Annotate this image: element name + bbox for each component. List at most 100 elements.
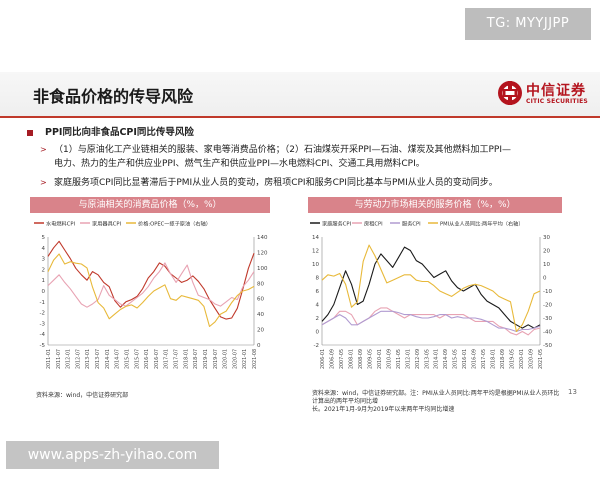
x-tick-label: 2006-09 [329, 349, 335, 369]
x-tick-label: 2019-05 [510, 349, 516, 369]
left-line-chart: 水电燃料CPI 家用器具CPI 价格:OPEC一揽子原油（右轴） -5 -4 -3 -2 -1… [34, 220, 268, 369]
x-tick-label: 2010-09 [386, 349, 392, 369]
legend-label: 房租CPI [364, 220, 383, 228]
y-left-tick-label: 8 [316, 276, 320, 282]
x-tick-label: 2016-01 [144, 349, 150, 369]
x-tick-label: 2013-05 [424, 349, 430, 369]
y-left-tick-label: 12 [312, 249, 319, 255]
x-tick-label: 2018-09 [500, 349, 506, 369]
title-divider [0, 116, 600, 118]
y-right-tick-label: 100 [257, 266, 268, 272]
x-tick-label: 2021-08 [252, 349, 258, 369]
y-left-tick-label: 10 [312, 262, 319, 268]
slide-title: 非食品价格的传导风险 [33, 87, 194, 106]
x-tick-label: 2013-01 [85, 349, 91, 369]
y-right-tick-label: -20 [543, 303, 552, 309]
x-tick-label: 2020-01 [519, 349, 525, 369]
x-tick-label: 2014-09 [443, 349, 449, 369]
x-tick-label: 2019-01 [203, 349, 209, 369]
y-left-tick-label: 14 [312, 235, 319, 241]
y-right-tick-label: -40 [543, 330, 552, 336]
x-tick-label: 2015-05 [453, 349, 459, 369]
left-source: 资料来源：wind，中信证券研究部 [36, 392, 129, 399]
sub-bullet-1-line1: （1）与原油化工产业链相关的服装、家电等消费品价格；（2）石油煤炭开采PPI—石… [54, 145, 511, 155]
x-tick-label: 2012-07 [75, 349, 81, 369]
x-tick-label: 2017-07 [174, 349, 180, 369]
sub-bullet-1: > （1）与原油化工产业链相关的服装、家电等消费品价格；（2）石油煤炭开采PPI—… [40, 143, 511, 171]
series-line [321, 244, 541, 333]
x-tick-label: 2015-01 [124, 349, 130, 369]
x-tick-label: 2018-01 [183, 349, 189, 369]
y-left-tick-label: 1 [42, 278, 46, 284]
x-tick-label: 2018-01 [491, 349, 497, 369]
legend-label: 家庭服务CPI [322, 220, 352, 228]
x-tick-label: 2016-09 [472, 349, 478, 369]
chevron-right-icon: > [40, 145, 47, 154]
x-tick-label: 2012-01 [405, 349, 411, 369]
x-tick-label: 2012-01 [66, 349, 72, 369]
citic-logo-icon [498, 81, 522, 105]
y-left-tick-label: 4 [42, 246, 46, 252]
y-right-tick-label: -10 [543, 289, 552, 295]
x-tick-label: 2006-01 [320, 349, 326, 369]
y-right-tick-label: 60 [257, 297, 264, 303]
y-left-tick-label: 6 [316, 289, 320, 295]
y-right-tick-label: 80 [257, 281, 264, 287]
y-right-tick-label: -50 [543, 343, 552, 349]
logo-text-en: CITIC SECURITIES [526, 98, 588, 105]
x-tick-label: 2011-01 [46, 349, 52, 369]
square-bullet-icon [27, 129, 33, 136]
x-tick-label: 2017-05 [481, 349, 487, 369]
x-tick-label: 2015-07 [134, 349, 140, 369]
y-left-tick-label: 0 [316, 330, 320, 336]
y-right-tick-label: 140 [257, 235, 268, 241]
series-line [321, 246, 541, 329]
x-tick-label: 2021-01 [242, 349, 248, 369]
series-line [321, 310, 541, 333]
main-bullet-text: PPI同比向非食品CPI同比传导风险 [45, 127, 194, 138]
x-tick-label: 2018-07 [193, 349, 199, 369]
y-left-tick-label: -4 [40, 332, 46, 338]
x-tick-label: 2012-09 [415, 349, 421, 369]
y-left-tick-label: -2 [40, 311, 45, 317]
y-left-tick-label: 0 [42, 289, 46, 295]
watermark-top: TG: MYYJJPP [465, 8, 591, 40]
right-source-line1: 资料来源：wind，中信证券研究部。注：PMI从业人员同比:两年平均是根据PMI… [312, 390, 560, 405]
x-tick-label: 2011-07 [56, 349, 62, 369]
x-tick-label: 2014-01 [434, 349, 440, 369]
x-tick-label: 2021-05 [538, 349, 544, 369]
x-tick-label: 2016-01 [462, 349, 468, 369]
right-source: 资料来源：wind，中信证券研究部。注：PMI从业人员同比:两年平均是根据PMI… [312, 390, 562, 414]
main-bullet: PPI同比向非食品CPI同比传导风险 [27, 124, 194, 138]
x-tick-label: 2010-01 [377, 349, 383, 369]
y-right-tick-label: 120 [257, 250, 268, 256]
series-line [47, 262, 255, 308]
y-right-tick-label: -30 [543, 316, 552, 322]
x-tick-label: 2008-01 [348, 349, 354, 369]
watermark-bottom: www.apps-zh-yihao.com [6, 441, 219, 469]
y-right-tick-label: 0 [543, 276, 547, 282]
x-tick-label: 2020-01 [223, 349, 229, 369]
x-tick-label: 2011-05 [396, 349, 402, 369]
x-tick-label: 2019-07 [213, 349, 219, 369]
y-right-tick-label: 0 [257, 343, 261, 349]
y-right-tick-label: 30 [543, 235, 550, 241]
y-right-tick-label: 10 [543, 262, 550, 268]
series-line [321, 307, 541, 336]
right-line-chart: 家庭服务CPI 房租CPI 服务CPI PMI从业人员同比:两年平均（右轴）-2024… [310, 220, 552, 369]
y-left-tick-label: 4 [316, 303, 320, 309]
logo-text-cn: 中信证券 [526, 83, 586, 99]
right-source-line2: 长。2021年1月-9月为2019年以来两年平均同比增速 [312, 406, 455, 413]
legend-label: 服务CPI [402, 220, 421, 228]
x-tick-label: 2017-01 [164, 349, 170, 369]
citic-logo: 中信证券 CITIC SECURITIES [497, 78, 589, 112]
x-tick-label: 2020-07 [232, 349, 238, 369]
x-tick-label: 2009-05 [367, 349, 373, 369]
y-left-tick-label: -1 [40, 300, 45, 306]
y-right-tick-label: 20 [257, 328, 264, 334]
x-tick-label: 2014-01 [105, 349, 111, 369]
sub-bullet-2-text: 家庭服务项CPI同比显著滞后于PMI从业人员的变动，房租项CPI和服务CPI同比… [54, 178, 498, 188]
x-tick-label: 2007-05 [339, 349, 345, 369]
y-left-tick-label: 2 [42, 267, 46, 273]
sub-bullet-2: > 家庭服务项CPI同比显著滞后于PMI从业人员的变动，房租项CPI和服务CPI同… [40, 176, 498, 190]
